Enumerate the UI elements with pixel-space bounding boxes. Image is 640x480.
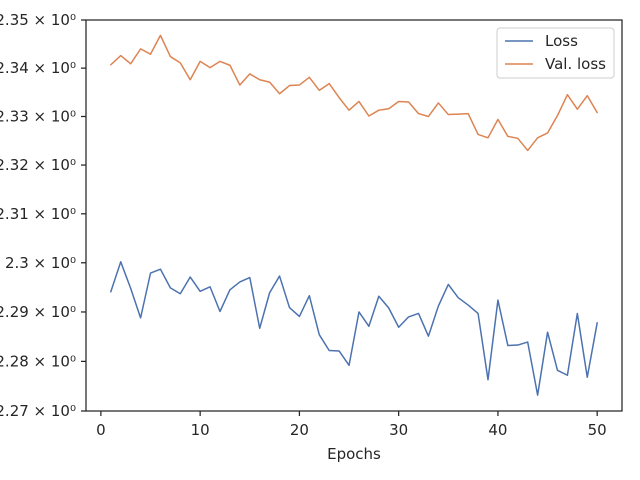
x-axis-label: Epochs (327, 445, 381, 463)
x-tick-label: 30 (389, 421, 408, 439)
y-tick-label: 2.31 × 10⁰ (0, 205, 76, 223)
plot-frame (85, 19, 623, 412)
y-tick-label: 2.3 × 10⁰ (5, 254, 76, 272)
legend-label: Loss (545, 32, 578, 50)
legend: Loss Val. loss (496, 27, 615, 79)
y-tick-label: 2.27 × 10⁰ (0, 402, 76, 420)
x-tick-label: 20 (290, 421, 309, 439)
legend-label: Val. loss (545, 55, 606, 73)
y-tick-label: 2.33 × 10⁰ (0, 107, 76, 125)
x-tick-label: 10 (191, 421, 210, 439)
series-line-2 (110, 34, 598, 152)
y-tick-label: 2.28 × 10⁰ (0, 352, 76, 370)
y-tick-label: 2.32 × 10⁰ (0, 156, 76, 174)
y-axis-ticks: 2.27 × 10⁰ 2.28 × 10⁰ 2.29 × 10⁰ 2.3 × 10⁰ 2… (0, 11, 86, 420)
y-tick-label: 2.35 × 10⁰ (0, 11, 76, 29)
x-tick-label: 0 (96, 421, 106, 439)
plot-marks (110, 34, 598, 396)
x-tick-label: 40 (488, 421, 507, 439)
y-tick-label: 2.34 × 10⁰ (0, 59, 76, 77)
x-tick-label: 50 (588, 421, 607, 439)
y-tick-label: 2.29 × 10⁰ (0, 303, 76, 321)
x-axis-ticks: 0 10 20 30 40 50 (96, 411, 607, 439)
series-line-1 (110, 261, 598, 396)
